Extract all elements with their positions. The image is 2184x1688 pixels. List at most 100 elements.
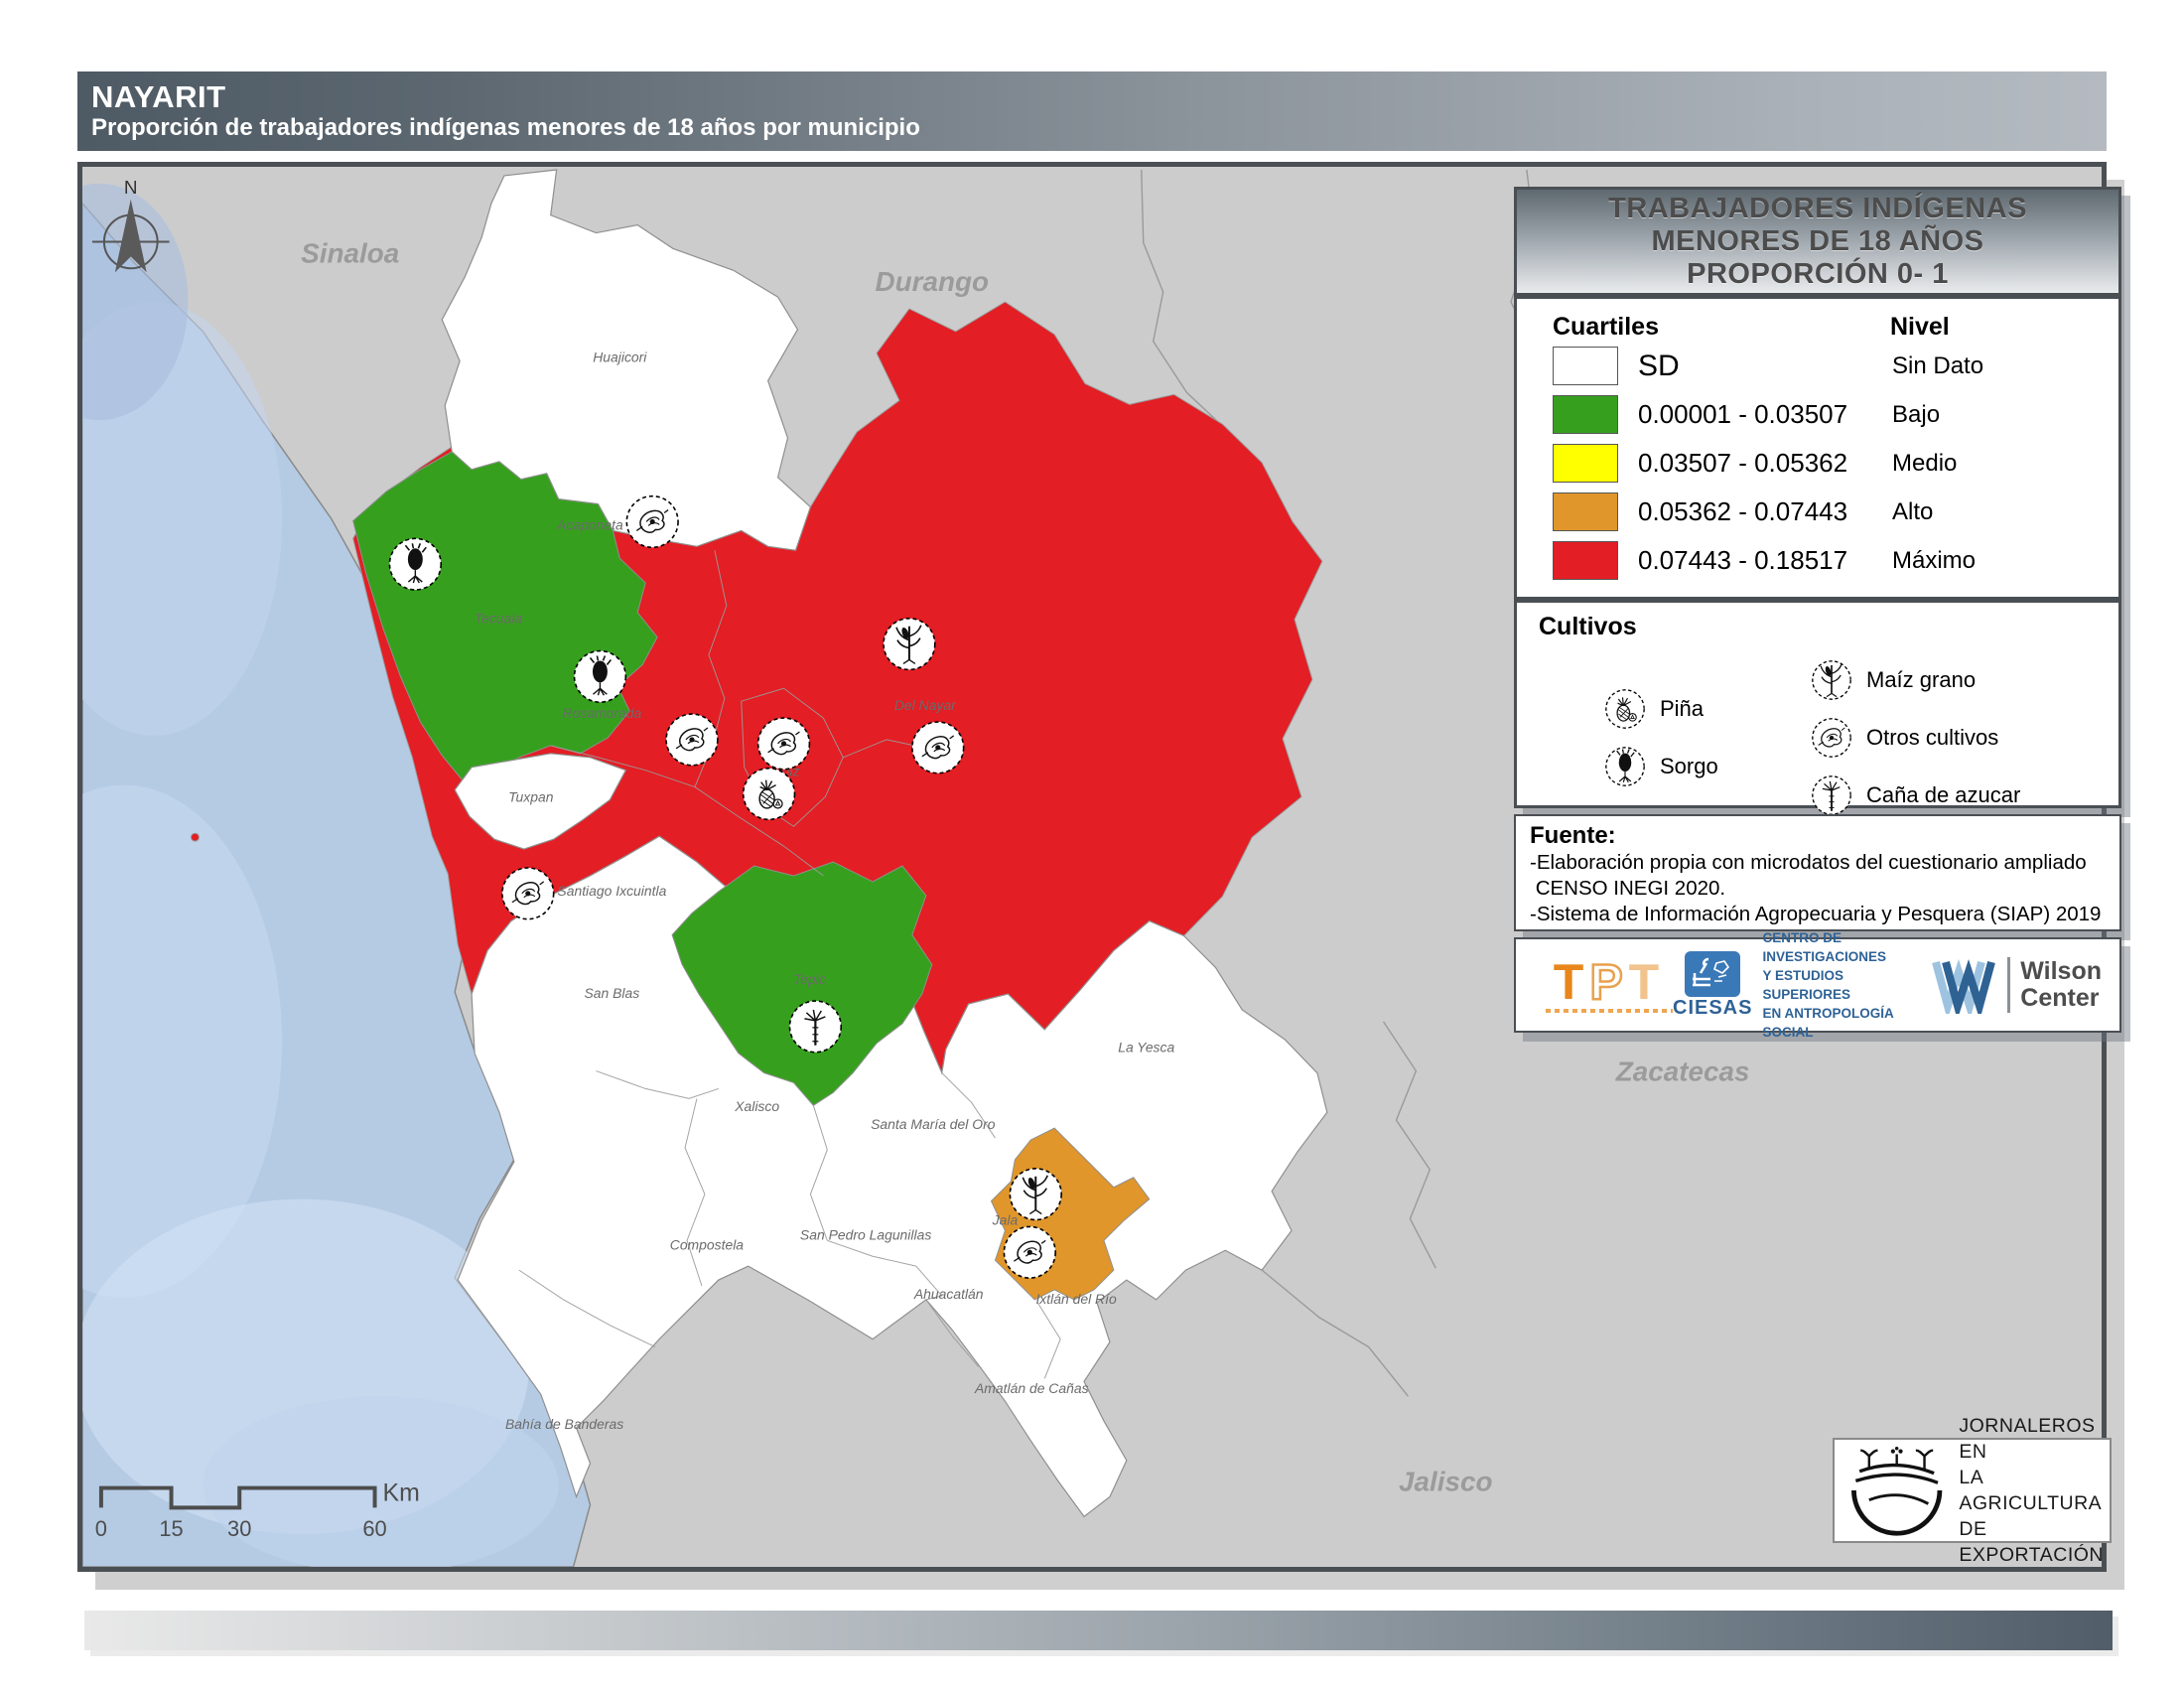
legend-row: 0.00001 - 0.03507 Bajo bbox=[1553, 390, 2118, 439]
state-label: Sinaloa bbox=[301, 237, 399, 268]
cultivo-label: Caña de azucar bbox=[1866, 782, 2021, 807]
legend-swatch bbox=[1553, 492, 1618, 531]
legend-range: 0.00001 - 0.03507 bbox=[1638, 399, 1848, 429]
legend-cultivos: Cultivos Piña Sorgo Maíz grano Otros culti… bbox=[1514, 600, 2121, 815]
ciesas-text-line: CENTRO DE INVESTIGACIONES bbox=[1762, 930, 1886, 964]
municipality-label: Huajicori bbox=[593, 350, 647, 365]
sorgo-icon bbox=[573, 649, 627, 703]
maiz-icon bbox=[1009, 1168, 1062, 1221]
legend-level: Máximo bbox=[1892, 546, 1977, 574]
legend-title-line: TRABAJADORES INDÍGENAS bbox=[1608, 192, 2027, 224]
state-label: Jalisco bbox=[1399, 1467, 1492, 1497]
legend-swatch bbox=[1553, 347, 1618, 385]
page-title: NAYARIT bbox=[91, 79, 226, 114]
municipality-label: Tuxpan bbox=[508, 788, 554, 804]
ciesas-text: CENTRO DE INVESTIGACIONES Y ESTUDIOS SUPE… bbox=[1762, 928, 1932, 1042]
otros-icon bbox=[1003, 1225, 1056, 1279]
cultivo-label: Otros cultivos bbox=[1866, 725, 1999, 750]
cultivo-item: Sorgo bbox=[1600, 742, 1807, 791]
municipality-label: Tepic bbox=[793, 971, 826, 987]
otros-icon bbox=[501, 867, 555, 920]
wilson-center-logo: Wilson Center bbox=[1932, 956, 2102, 1014]
ocean bbox=[82, 183, 592, 1567]
jornaleros-text-line: LA AGRICULTURA bbox=[1959, 1467, 2103, 1514]
legend-column-level: Nivel bbox=[1890, 313, 1950, 341]
pina-icon bbox=[1605, 689, 1645, 729]
legend-title-line: PROPORCIÓN 0- 1 bbox=[1687, 257, 1949, 290]
legend-range: 0.05362 - 0.07443 bbox=[1638, 496, 1848, 526]
legend-range: 0.07443 - 0.18517 bbox=[1638, 545, 1848, 575]
legend-row: SD Sin Dato bbox=[1553, 342, 2118, 390]
scalebar-tick-label: 0 bbox=[95, 1516, 107, 1541]
bottom-gradient-strip bbox=[84, 1611, 2113, 1650]
legend-row: 0.07443 - 0.18517 Máximo bbox=[1553, 536, 2118, 585]
municipality-labels-layer: Huajicori Acaponeta Tecuala Rosamorada Del N… bbox=[475, 350, 1175, 1432]
sorgo-icon bbox=[1605, 747, 1645, 786]
ciesas-pictogram bbox=[1685, 951, 1741, 997]
municipality-label: Jala bbox=[992, 1211, 1019, 1227]
fuente-line: -Sistema de Información Agropecuaria y P… bbox=[1530, 903, 2102, 925]
legend-title-line: MENORES DE 18 AÑOS bbox=[1651, 224, 1984, 257]
ciesas-acronym: CIESAS bbox=[1673, 997, 1753, 1019]
municipality-shape-tecuala bbox=[352, 451, 658, 784]
fuente-title: Fuente: bbox=[1530, 822, 1616, 849]
island-speck bbox=[190, 832, 200, 842]
state-border-line bbox=[1141, 169, 1221, 425]
municipality-label: San Blas bbox=[585, 985, 640, 1001]
scalebar-unit-label: Km bbox=[383, 1479, 420, 1506]
pina-icon bbox=[742, 767, 796, 821]
cultivo-item: Caña de azucar bbox=[1807, 771, 2105, 820]
ciesas-logo: CIESAS CENTRO DE INVESTIGACIONES Y ESTUDI… bbox=[1673, 928, 1932, 1042]
legend-level: Medio bbox=[1892, 449, 1958, 477]
legend-swatch bbox=[1553, 395, 1618, 434]
municipality-label: Ahuacatlán bbox=[913, 1286, 984, 1302]
legend-level: Sin Dato bbox=[1892, 352, 1984, 379]
jornaleros-text-line: DE EXPORTACIÓN bbox=[1959, 1518, 2104, 1566]
state-labels-layer: Sinaloa Durango Zacatecas Jalisco bbox=[301, 237, 1749, 1496]
map-svg: N 0 15 30 60 Km Sinaloa Durango Zacatecas Jalis… bbox=[82, 167, 2102, 1567]
compass-rose: N bbox=[91, 178, 170, 273]
cultivo-label: Maíz grano bbox=[1866, 667, 1977, 692]
state-border-line bbox=[1382, 1021, 1436, 1269]
municipality-label: Rosamorada bbox=[563, 705, 642, 721]
jornaleros-logo: JORNALEROS EN LA AGRICULTURA DE EXPORTACIÓ… bbox=[1833, 1415, 2112, 1566]
municipality-shape-tuxpan bbox=[454, 753, 627, 850]
header-bar: NAYARIT Proporción de trabajadores indíg… bbox=[77, 71, 2107, 151]
municipality-label: Bahía de Banderas bbox=[505, 1416, 623, 1432]
legend-range: 0.03507 - 0.05362 bbox=[1638, 448, 1848, 478]
wilson-line: Wilson bbox=[2020, 957, 2102, 985]
otros-icon bbox=[756, 717, 811, 771]
fuente-lines: -Elaboración propia con microdatos del c… bbox=[1530, 850, 2110, 927]
legend-quartiles: Cuartiles Nivel SD Sin Dato 0.00001 - 0.03… bbox=[1514, 296, 2121, 600]
legend-swatch bbox=[1553, 541, 1618, 580]
tpt-letter: T bbox=[1553, 953, 1590, 1010]
cultivos-left-column: Piña Sorgo bbox=[1539, 655, 1807, 820]
otros-icon bbox=[625, 494, 679, 549]
maiz-icon bbox=[883, 617, 936, 671]
municipality-label: San Pedro Lagunillas bbox=[800, 1226, 931, 1242]
scalebar-tick-label: 30 bbox=[227, 1516, 251, 1541]
fuente-line: -Elaboración propia con microdatos del c… bbox=[1530, 851, 2087, 874]
municipality-label: Amatlán de Cañas bbox=[974, 1380, 1089, 1396]
legend-row: 0.05362 - 0.07443 Alto bbox=[1553, 488, 2118, 536]
tpt-letter: T bbox=[1628, 953, 1666, 1010]
legend-rows: SD Sin Dato 0.00001 - 0.03507 Bajo 0.03507 -… bbox=[1553, 342, 2118, 585]
cana-icon bbox=[788, 1000, 843, 1054]
cultivos-right-column: Maíz grano Otros cultivos Caña de azucar bbox=[1807, 655, 2105, 820]
municipality-label: Compostela bbox=[670, 1236, 745, 1252]
otros-icon bbox=[665, 713, 719, 767]
legend-logos: TPT CIESAS CENTRO DE INVESTIGACIONES Y ES… bbox=[1514, 930, 2121, 1040]
otros-icon bbox=[911, 721, 965, 774]
state-label: Zacatecas bbox=[1615, 1055, 1750, 1086]
municipality-label: Santa María del Oro bbox=[871, 1116, 996, 1132]
municipality-shape-tepic bbox=[671, 861, 933, 1106]
otros-icon bbox=[1812, 718, 1851, 758]
state-label: Durango bbox=[876, 266, 990, 297]
cultivo-label: Piña bbox=[1660, 696, 1705, 721]
fuente-line: CENSO INEGI 2020. bbox=[1530, 877, 1726, 900]
crop-icons-layer bbox=[388, 494, 1062, 1279]
municipality-label: Del Nayar bbox=[894, 697, 957, 713]
cultivo-item: Otros cultivos bbox=[1807, 713, 2105, 763]
tpt-letters: TPT bbox=[1554, 955, 1665, 1008]
